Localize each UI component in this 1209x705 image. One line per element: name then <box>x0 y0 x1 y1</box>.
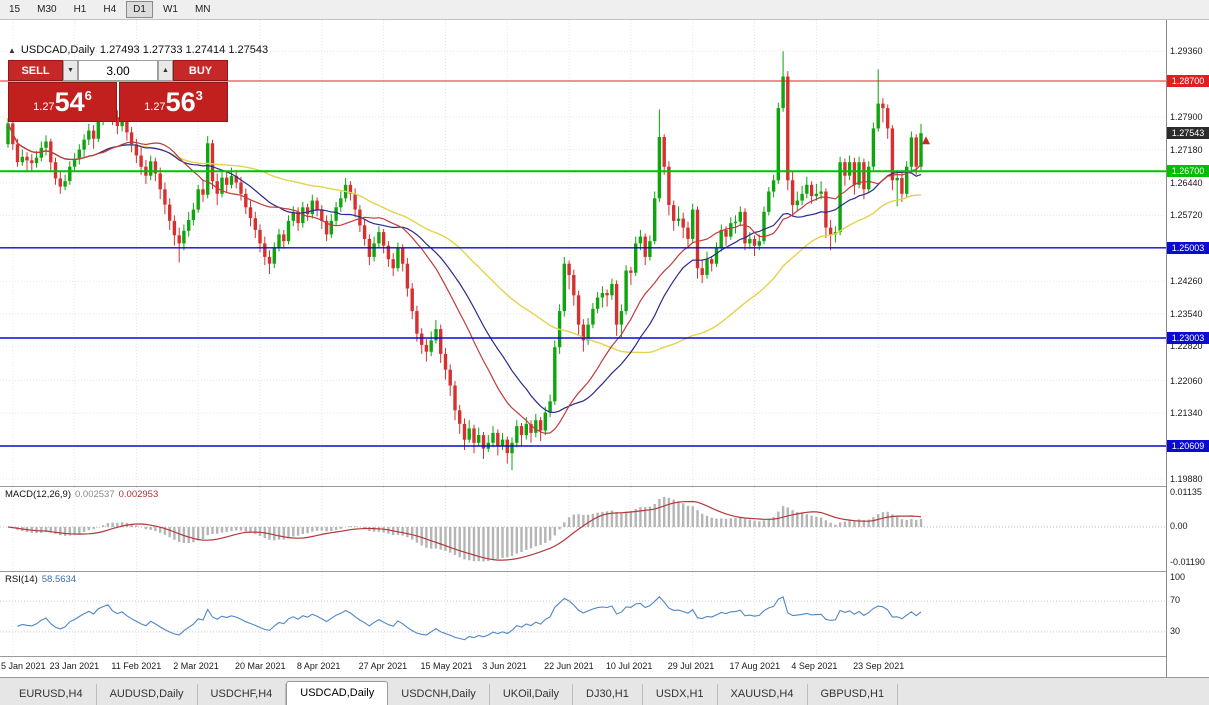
price-axis-label: 1.24260 <box>1170 276 1203 287</box>
current-price-badge: 1.27543 <box>1167 127 1209 140</box>
price-axis-column: 1.29360 1.27900 1.27180 1.26440 1.25720 1.242… <box>1166 20 1209 677</box>
chart-title: ▲ USDCAD,Daily 1.27493 1.27733 1.27414 1.2… <box>8 44 273 56</box>
buy-price-pips: 56 <box>165 87 196 117</box>
price-chart-canvas[interactable] <box>0 20 1166 486</box>
macd-axis-label: -0.01190 <box>1170 556 1205 567</box>
timeframe-button-d1[interactable]: D1 <box>126 1 153 18</box>
price-axis-label: 1.22820 <box>1170 341 1203 352</box>
oneclick-collapse-icon[interactable]: ▲ <box>8 46 16 55</box>
chart-tab-usdchf-h4[interactable]: USDCHF,H4 <box>198 684 287 705</box>
price-axis-label: 1.19880 <box>1170 473 1203 484</box>
rsi-axis-label: 100 <box>1170 572 1186 582</box>
date-axis-label: 2 Mar 2021 <box>173 661 219 671</box>
one-click-trading-panel: SELL ▼ ▲ BUY 1.27 54 6 1.27 56 3 <box>8 60 228 122</box>
price-axis-label: 1.27180 <box>1170 144 1203 155</box>
date-axis-label: 23 Jan 2021 <box>49 661 100 671</box>
timeframe-button-m30[interactable]: M30 <box>30 1 63 18</box>
buy-price-fraction: 3 <box>195 87 203 103</box>
rsi-value: 58.5634 <box>41 574 77 585</box>
buy-price-big-figure: 1.27 <box>144 101 166 113</box>
price-level-badge: 1.26700 <box>1167 165 1209 178</box>
chart-tab-ukoil-daily[interactable]: UKOil,Daily <box>490 684 574 705</box>
date-axis-label: 5 Jan 2021 <box>1 661 46 671</box>
last-price-arrow-marker <box>922 136 930 145</box>
sell-price-fraction: 6 <box>84 87 92 103</box>
chart-tab-xauusd-h4[interactable]: XAUUSD,H4 <box>718 684 808 705</box>
price-level-badge: 1.20609 <box>1167 440 1209 452</box>
price-axis-label: 1.22060 <box>1170 375 1203 386</box>
timeframe-toolbar: 15 M30 H1 H4 D1 W1 MN <box>0 0 1209 20</box>
chart-tab-eurusd-h4[interactable]: EURUSD,H4 <box>6 684 97 705</box>
rsi-canvas[interactable] <box>0 572 1166 656</box>
chart-tab-usdcnh-daily[interactable]: USDCNH,Daily <box>388 684 490 705</box>
timeframe-button-h1[interactable]: H1 <box>67 1 94 18</box>
date-axis-label: 11 Feb 2021 <box>111 661 162 671</box>
date-axis-label: 27 Apr 2021 <box>358 661 408 671</box>
date-axis: 5 Jan 2021 23 Jan 2021 11 Feb 2021 2 Mar 20… <box>0 656 1209 677</box>
price-axis-label: 1.21340 <box>1170 408 1203 418</box>
chart-tab-audusd-daily[interactable]: AUDUSD,Daily <box>97 684 198 705</box>
timeframe-button-h4[interactable]: H4 <box>96 1 123 18</box>
price-level-badge: 1.28700 <box>1167 75 1209 87</box>
price-axis-label: 1.23540 <box>1170 308 1203 319</box>
chart-ohlc-values: 1.27493 1.27733 1.27414 1.27543 <box>99 44 269 56</box>
buy-price-display[interactable]: 1.27 56 3 <box>119 82 228 122</box>
price-axis-label: 1.27900 <box>1170 112 1203 123</box>
timeframe-button-mn[interactable]: MN <box>188 1 218 18</box>
rsi-indicator-panel: RSI(14) 58.5634 <box>0 571 1209 656</box>
volume-step-up-button[interactable]: ▲ <box>158 60 173 81</box>
sell-price-big-figure: 1.27 <box>33 101 55 113</box>
sell-price-pips: 54 <box>54 87 85 117</box>
date-axis-label: 22 Jun 2021 <box>544 661 594 671</box>
price-axis-label: 1.29360 <box>1170 46 1203 57</box>
chart-tab-dj30-h1[interactable]: DJ30,H1 <box>573 684 643 705</box>
timeframe-button-w1[interactable]: W1 <box>156 1 185 18</box>
date-axis-label: 20 Mar 2021 <box>235 661 286 671</box>
price-axis-label: 1.26440 <box>1170 178 1203 188</box>
sell-price-display[interactable]: 1.27 54 6 <box>8 82 117 122</box>
macd-axis-label: 0.00 <box>1170 521 1188 531</box>
macd-main-value: 0.002537 <box>75 489 115 500</box>
main-chart-panel: ▲ USDCAD,Daily 1.27493 1.27733 1.27414 1.2… <box>0 20 1209 486</box>
chart-symbol-title: USDCAD,Daily <box>20 44 95 56</box>
chart-tab-gbpusd-h1[interactable]: GBPUSD,H1 <box>808 684 899 705</box>
date-axis-label: 8 Apr 2021 <box>296 661 341 671</box>
date-axis-label: 17 Aug 2021 <box>729 661 781 671</box>
chart-tab-bar: EURUSD,H4 AUDUSD,Daily USDCHF,H4 USDCAD,Dai… <box>0 677 1209 705</box>
macd-signal-value: 0.002953 <box>118 489 159 500</box>
macd-canvas[interactable] <box>0 487 1166 571</box>
date-axis-label: 15 May 2021 <box>420 661 473 671</box>
rsi-axis-label: 70 <box>1170 595 1181 606</box>
volume-input[interactable] <box>78 60 158 81</box>
price-level-badge: 1.25003 <box>1167 241 1209 254</box>
sell-button[interactable]: SELL <box>8 60 63 81</box>
date-axis-label: 10 Jul 2021 <box>605 661 653 671</box>
timeframe-button-15[interactable]: 15 <box>2 1 27 18</box>
macd-axis-label: 0.01135 <box>1170 486 1202 497</box>
rsi-name: RSI(14) <box>5 574 38 585</box>
chart-tab-usdx-h1[interactable]: USDX,H1 <box>643 684 718 705</box>
rsi-axis-label: 30 <box>1170 625 1181 636</box>
rsi-header: RSI(14) 58.5634 <box>5 574 80 585</box>
date-axis-label: 3 Jun 2021 <box>482 661 527 671</box>
date-axis-label: 4 Sep 2021 <box>791 661 838 671</box>
macd-header: MACD(12,26,9) 0.002537 0.002953 <box>5 489 162 500</box>
buy-button[interactable]: BUY <box>173 60 228 81</box>
macd-name: MACD(12,26,9) <box>5 489 71 500</box>
macd-indicator-panel: MACD(12,26,9) 0.002537 0.002953 <box>0 486 1209 571</box>
volume-step-down-button[interactable]: ▼ <box>63 60 78 81</box>
price-axis-label: 1.25720 <box>1170 210 1203 221</box>
price-level-badge: 1.23003 <box>1167 332 1209 344</box>
date-axis-label: 29 Jul 2021 <box>667 661 715 671</box>
chart-tab-usdcad-daily[interactable]: USDCAD,Daily <box>286 681 389 705</box>
date-axis-label: 23 Sep 2021 <box>853 661 905 671</box>
